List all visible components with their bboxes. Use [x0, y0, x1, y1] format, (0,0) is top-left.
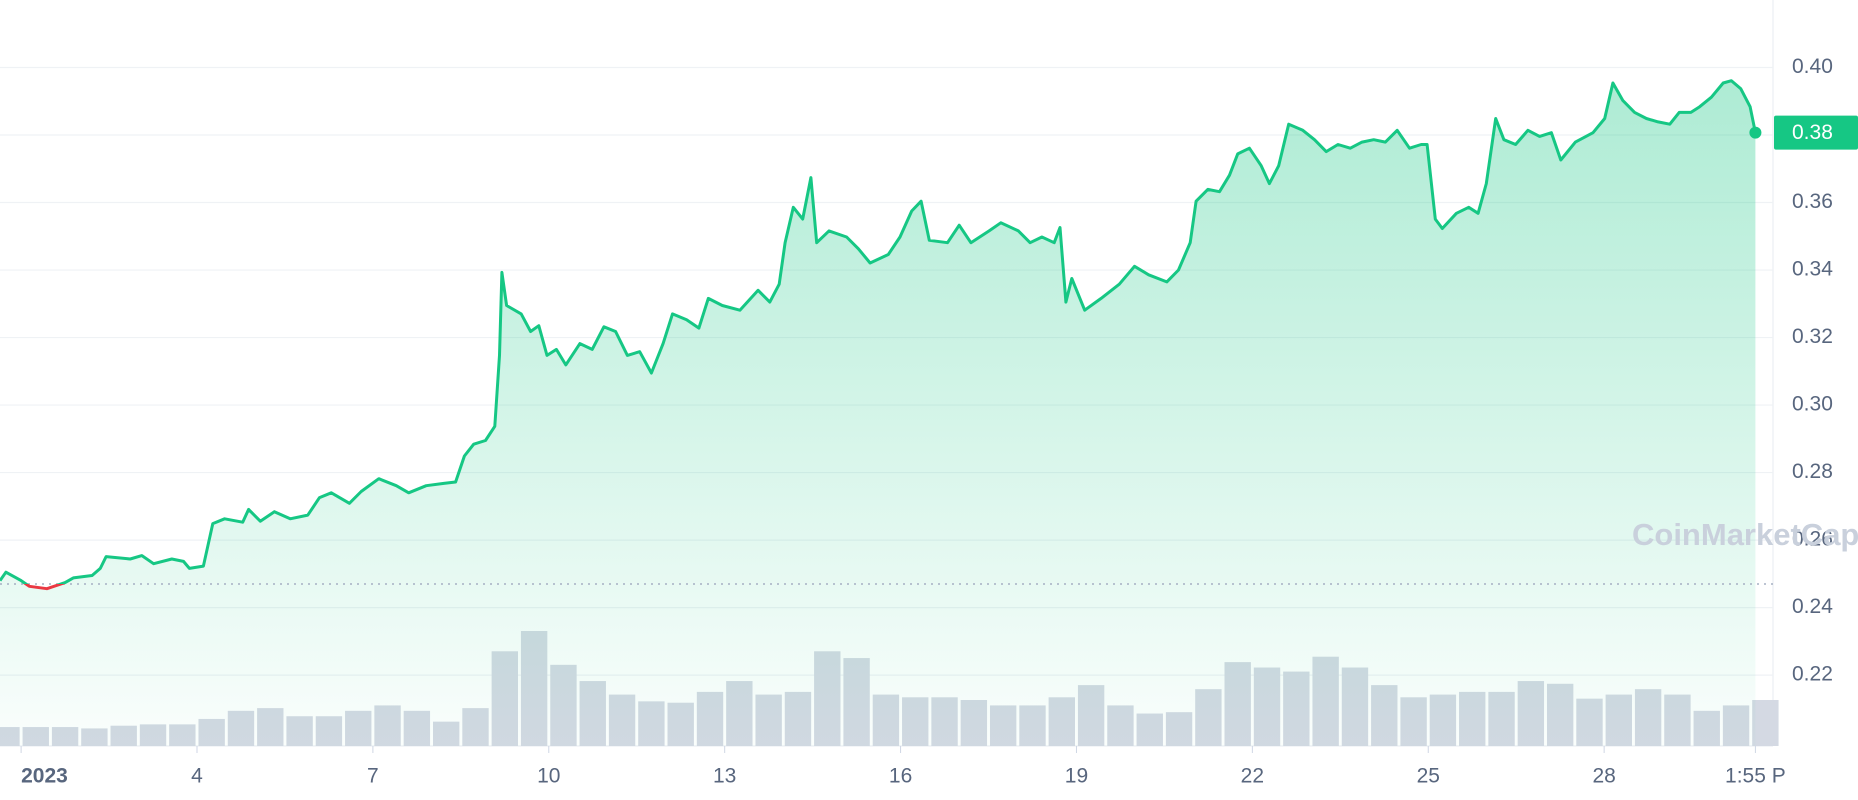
x-tick-label: 19 [1065, 765, 1088, 788]
price-tag [1774, 115, 1858, 150]
x-tick-label: 16 [889, 765, 912, 788]
x-tick-label: 1:55 P [1725, 765, 1786, 788]
y-tick-label: 0.24 [1792, 595, 1833, 618]
y-tick-label: 0.30 [1792, 393, 1833, 416]
price-area [0, 80, 1756, 746]
x-tick-label: 13 [713, 765, 736, 788]
volume-bar [1752, 700, 1779, 746]
x-tick-label: 7 [367, 765, 379, 788]
x-tick-label: 2023 [21, 765, 68, 788]
watermark: CoinMarketCap [1632, 517, 1858, 552]
y-tick-label: 0.28 [1792, 460, 1833, 483]
price-line [0, 79, 1757, 584]
x-tick-label: 10 [537, 765, 560, 788]
y-tick-label: 0.26 [1792, 528, 1833, 551]
price-tag-label: 0.38 [1792, 121, 1833, 144]
x-tick-label: 22 [1241, 765, 1264, 788]
y-tick-label: 0.34 [1792, 258, 1833, 281]
y-tick-label: 0.36 [1792, 190, 1833, 213]
last-point [1749, 126, 1762, 139]
x-tick-label: 4 [191, 765, 203, 788]
y-tick-label: 0.32 [1792, 325, 1833, 348]
x-tick-label: 28 [1592, 765, 1615, 788]
y-tick-label: 0.40 [1792, 55, 1833, 78]
y-tick-label: 0.22 [1792, 663, 1833, 686]
x-tick-label: 25 [1417, 765, 1440, 788]
